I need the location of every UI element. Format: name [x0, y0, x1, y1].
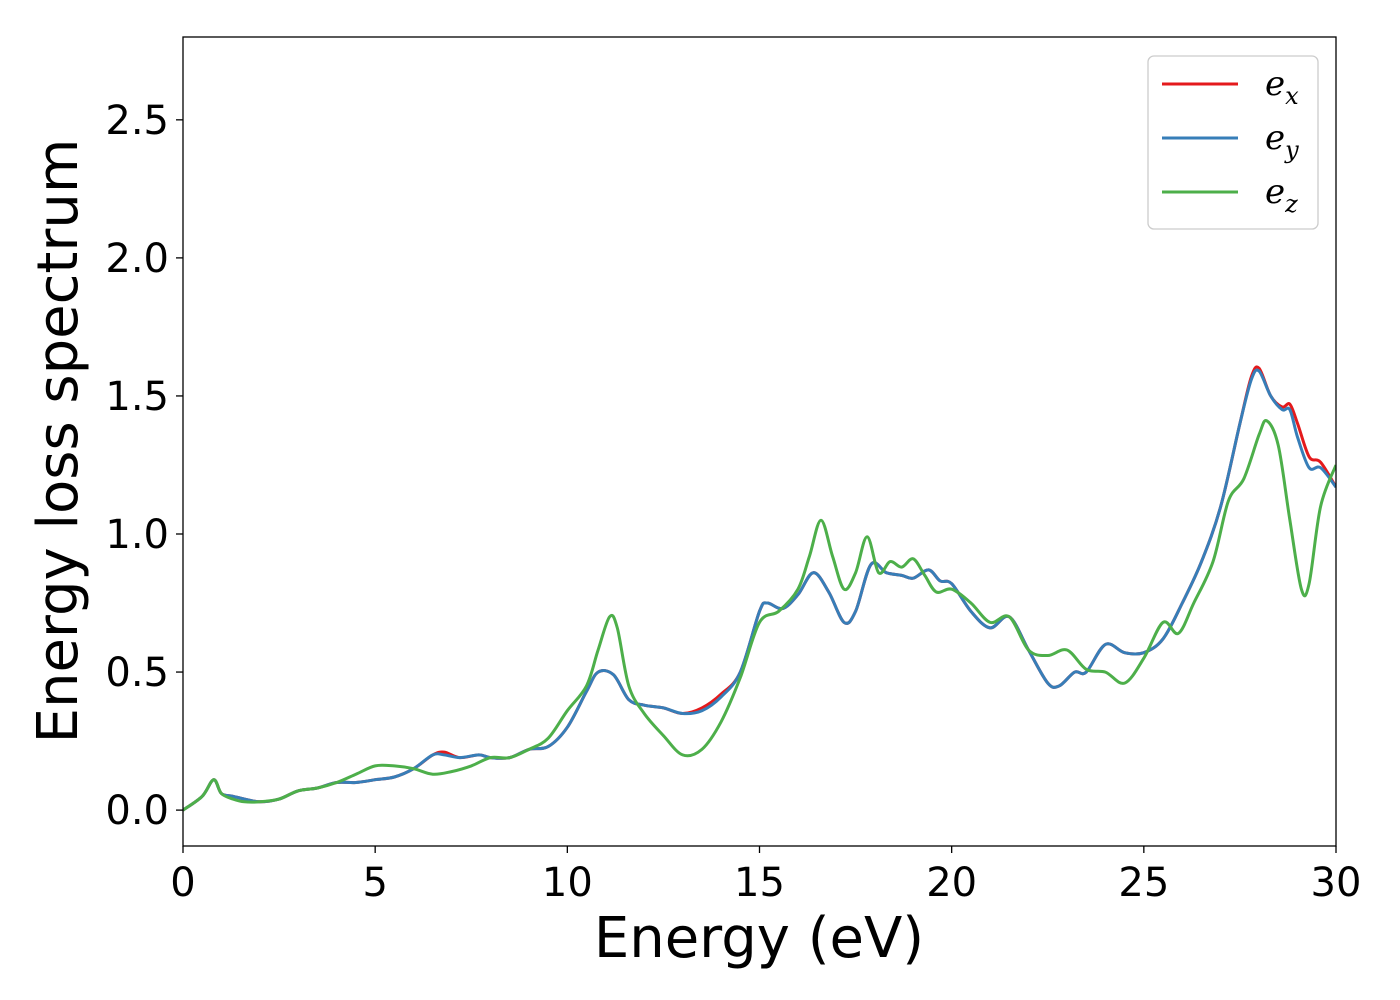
legend-label-ez: ez: [1265, 172, 1298, 218]
x-tick-label: 20: [926, 860, 977, 906]
legend-label-ex: ex: [1265, 64, 1299, 110]
x-tick-label: 30: [1311, 860, 1362, 906]
y-tick-label: 0.5: [105, 650, 169, 696]
y-axis: 0.0 0.5 1.0 1.5 2.0 2.5: [105, 98, 183, 834]
y-tick-label: 0.0: [105, 788, 169, 834]
series-line-ex: [183, 365, 1336, 812]
plot-lines: [183, 365, 1336, 812]
x-tick-label: 25: [1118, 860, 1169, 906]
series-line-ez: [183, 418, 1336, 812]
x-tick-label: 5: [362, 860, 387, 906]
legend-box: [1147, 55, 1319, 230]
x-tick-label: 0: [170, 860, 195, 906]
y-axis-title: Energy loss spectrum: [26, 139, 91, 744]
y-tick-label: 1.0: [105, 512, 169, 558]
x-tick-label: 10: [542, 860, 593, 906]
x-axis-title: Energy (eV): [594, 906, 924, 971]
y-tick-label: 2.5: [105, 98, 169, 144]
y-tick-label: 1.5: [105, 374, 169, 420]
x-tick-label: 15: [734, 860, 785, 906]
series-line-ey: [183, 368, 1336, 812]
legend-label-ey: ey: [1265, 118, 1299, 164]
legend: ex ey ez: [1147, 55, 1319, 230]
x-axis: 0 5 10 15 20 25 30: [170, 846, 1361, 906]
y-tick-label: 2.0: [105, 236, 169, 282]
